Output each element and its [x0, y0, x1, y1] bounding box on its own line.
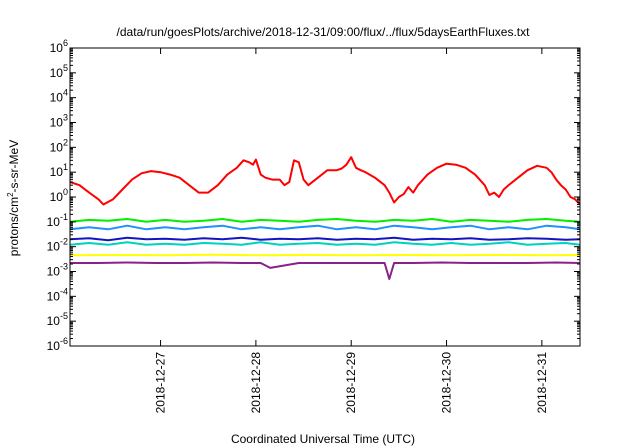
y-tick-exponent: 2: [63, 137, 68, 147]
y-tick-label: 101: [50, 162, 68, 179]
series-line-6: [69, 253, 581, 257]
y-tick-exponent: 6: [63, 38, 68, 48]
y-tick-base: 10: [50, 140, 64, 154]
y-tick-label: 10-2: [47, 237, 68, 254]
series-line-4: [69, 241, 581, 246]
y-tick-base: 10: [47, 265, 61, 279]
y-tick-exponent: -4: [60, 286, 68, 296]
y-tick-label: 10-1: [47, 212, 68, 229]
y-tick-base: 10: [47, 289, 61, 303]
y-tick-exponent: -6: [60, 336, 68, 346]
y-tick-base: 10: [47, 240, 61, 254]
series-line-2: [69, 218, 581, 223]
x-tick-label: 2018-12-30: [440, 352, 454, 414]
x-tick-label: 2018-12-29: [344, 352, 358, 414]
y-tick-label: 104: [50, 88, 68, 105]
y-axis-label: protons/cm2-s-sr-MeV: [6, 140, 21, 256]
y-tick-base: 10: [47, 339, 61, 353]
y-tick-label: 102: [50, 137, 68, 154]
y-tick-base: 10: [50, 190, 64, 204]
y-tick-base: 10: [47, 215, 61, 229]
y-tick-base: 10: [50, 66, 64, 80]
x-tick-label: 2018-12-28: [249, 352, 263, 414]
y-tick-exponent: -5: [60, 311, 68, 321]
y-tick-label: 100: [50, 187, 68, 204]
series-line-1: [69, 156, 581, 206]
series-line-3: [69, 224, 581, 231]
y-tick-base: 10: [47, 314, 61, 328]
y-tick-exponent: 0: [63, 187, 68, 197]
y-tick-exponent: -2: [60, 237, 68, 247]
y-tick-base: 10: [50, 91, 64, 105]
x-axis-label: Coordinated Universal Time (UTC): [231, 432, 415, 446]
series-line-7: [70, 261, 581, 280]
series-line-5: [69, 236, 581, 242]
y-tick-label: 10-4: [47, 286, 68, 303]
y-tick-base: 10: [50, 165, 64, 179]
y-tick-base: 10: [50, 116, 64, 130]
y-tick-label: 106: [50, 38, 68, 55]
y-tick-exponent: -3: [60, 262, 68, 272]
y-tick-label: 10-3: [47, 262, 68, 279]
y-tick-exponent: 3: [63, 113, 68, 123]
x-tick-label: 2018-12-27: [154, 352, 168, 414]
chart-title: /data/run/goesPlots/archive/2018-12-31/0…: [117, 25, 531, 39]
y-tick-exponent: 5: [63, 63, 68, 73]
y-tick-label: 103: [50, 113, 68, 130]
y-tick-exponent: -1: [60, 212, 68, 222]
y-tick-exponent: 4: [63, 88, 68, 98]
y-tick-exponent: 1: [63, 162, 68, 172]
y-tick-label: 10-6: [47, 336, 68, 353]
plot-frame: [69, 47, 581, 347]
x-tick-label: 2018-12-31: [535, 352, 549, 414]
y-tick-label: 105: [50, 63, 68, 80]
y-tick-label: 10-5: [47, 311, 68, 328]
y-tick-base: 10: [50, 41, 64, 55]
